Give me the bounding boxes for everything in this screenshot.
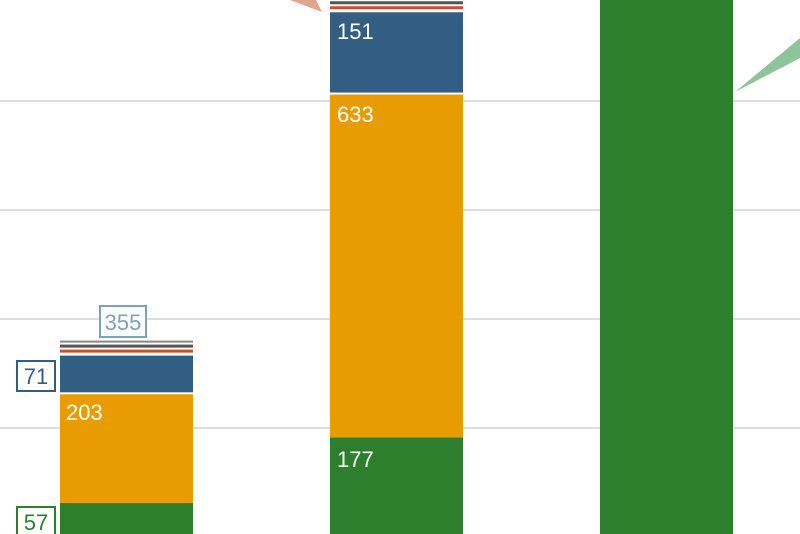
bar1-total-box <box>99 305 147 338</box>
bar1-green-label: 57 <box>24 510 48 534</box>
bar2-blue-label: 151 <box>337 19 374 44</box>
bars <box>60 0 733 534</box>
bar1-gray-segment <box>60 344 193 348</box>
bar1-green-segment <box>60 502 193 534</box>
bar2-green-label: 177 <box>337 447 374 472</box>
bar2-blue-segment <box>330 12 463 93</box>
callout-pointers <box>290 0 800 92</box>
bar2-total-pointer <box>290 0 322 12</box>
bar2-red-segment <box>330 6 463 10</box>
bar1-blue-segment <box>60 355 193 393</box>
bar2-green-segment <box>330 437 463 534</box>
bar1-blue-box <box>16 360 56 392</box>
bar2-orange-segment <box>330 94 463 438</box>
bar1-green-box <box>16 506 56 534</box>
bar1-top-segment <box>60 340 193 343</box>
bar3-total-pointer <box>735 38 800 92</box>
data-labels: 203 151 633 177 355 71 57 <box>16 19 374 534</box>
bar2-gray-segment <box>330 1 463 5</box>
bar3-green-segment <box>600 0 733 534</box>
bar1-red-segment <box>60 349 193 353</box>
bar1-orange-segment <box>60 394 193 503</box>
bar1-blue-label: 71 <box>24 364 48 389</box>
bar2-orange-label: 633 <box>337 102 374 127</box>
bar1-total-label: 355 <box>105 310 142 335</box>
bar1-orange-label: 203 <box>66 400 103 425</box>
